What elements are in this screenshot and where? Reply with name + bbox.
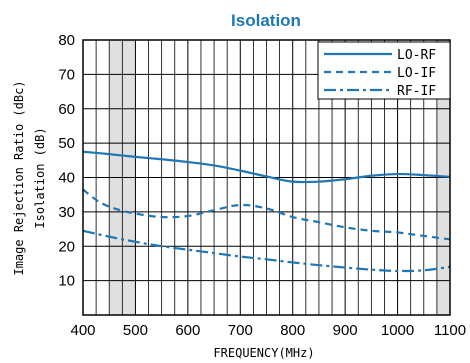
y-tick-label-80: 80 bbox=[58, 32, 75, 49]
y-tick-label-50: 50 bbox=[58, 135, 75, 152]
series-line-rf-if bbox=[82, 229, 451, 273]
y-tick-label-20: 20 bbox=[58, 238, 75, 255]
x-tick-label-600: 600 bbox=[175, 322, 200, 339]
series-line-lo-if bbox=[82, 188, 451, 241]
series-lines bbox=[82, 150, 451, 273]
y-tick-labels: 10 20 30 40 50 60 70 80 bbox=[58, 32, 75, 290]
x-tick-label-1000: 1000 bbox=[381, 322, 414, 339]
x-tick-label-800: 800 bbox=[280, 322, 305, 339]
legend-label-lo-rf: LO-RF bbox=[397, 48, 436, 63]
chart-title: Isolation bbox=[231, 11, 301, 30]
y-axis-label-line2: Isolation (dB) bbox=[33, 127, 47, 228]
x-tick-label-1100: 1100 bbox=[434, 322, 466, 339]
x-tick-label-700: 700 bbox=[228, 322, 253, 339]
x-tick-label-500: 500 bbox=[123, 322, 148, 339]
y-axis-label-line1: Image Rejection Ratio (dBc) bbox=[12, 80, 26, 275]
plot-frame bbox=[82, 39, 451, 316]
x-axis-label: FREQUENCY(MHz) bbox=[213, 346, 314, 360]
y-tick-label-10: 10 bbox=[58, 273, 75, 290]
series-line-lo-rf bbox=[82, 150, 451, 184]
legend-label-lo-if: LO-IF bbox=[397, 66, 436, 81]
legend: LO-RF LO-IF RF-IF bbox=[317, 41, 451, 100]
y-tick-label-70: 70 bbox=[58, 66, 75, 83]
y-tick-label-60: 60 bbox=[58, 101, 75, 118]
x-tick-labels: 400 500 600 700 800 900 1000 1100 bbox=[70, 322, 466, 339]
x-tick-label-400: 400 bbox=[70, 322, 95, 339]
y-tick-label-40: 40 bbox=[58, 170, 75, 187]
x-tick-label-900: 900 bbox=[333, 322, 358, 339]
y-tick-label-30: 30 bbox=[58, 204, 75, 221]
legend-label-rf-if: RF-IF bbox=[397, 84, 436, 99]
